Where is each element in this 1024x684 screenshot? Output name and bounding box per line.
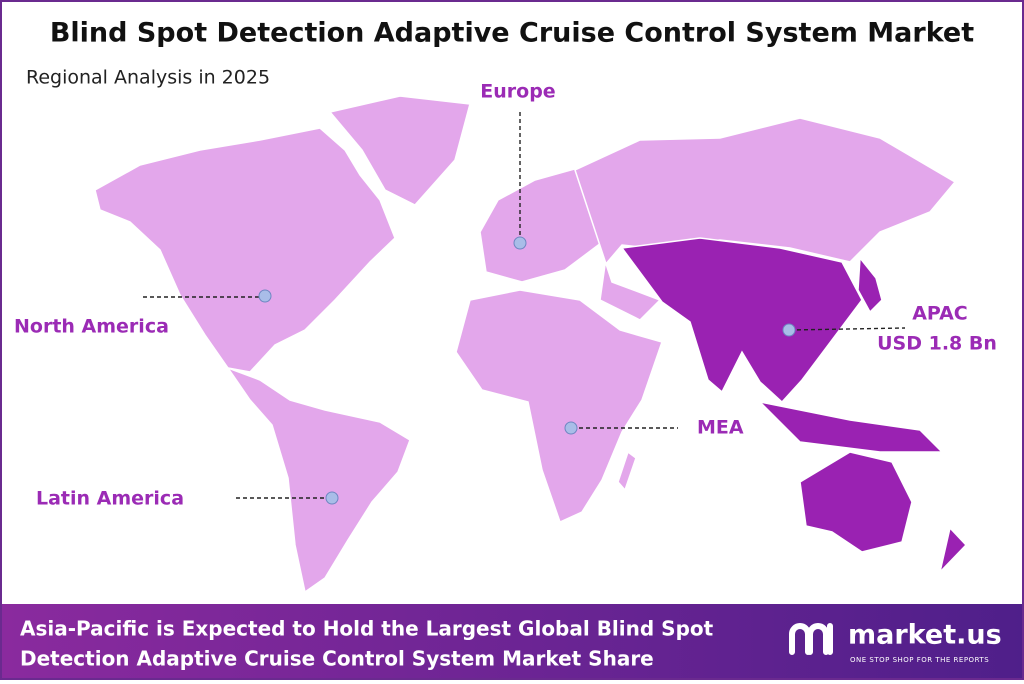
australia [799,451,913,553]
callouts: Europe North America APAC USD 1.8 Bn MEA… [14,81,997,510]
world-map [94,95,968,594]
region-label: Latin America [36,488,184,510]
leader-line [789,327,906,331]
tagline: ONE STOP SHOP FOR THE REPORTS [850,656,989,664]
indonesia [757,400,944,453]
africa [455,289,663,524]
region-label: MEA [697,417,744,439]
footer-band [2,604,1022,678]
marker [782,323,796,337]
footer-text: Detection Adaptive Cruise Control System… [20,647,654,671]
logo: market.us ONE STOP SHOP FOR THE REPORTS [789,620,1002,664]
marker [564,421,578,435]
marker [513,236,527,250]
greenland [328,95,471,206]
title: Blind Spot Detection Adaptive Cruise Con… [50,18,974,49]
north-america [94,127,396,373]
northern-asia [574,117,957,321]
subtitle: Regional Analysis in 2025 [26,67,270,89]
latin-america [226,366,411,594]
region-label: APAC [912,303,968,325]
marker [325,491,339,505]
marker [258,289,272,303]
asia-pacific [620,237,863,404]
region-value: USD 1.8 Bn [877,333,997,355]
new-zealand [938,526,968,575]
region-label: Europe [480,81,555,103]
japan [857,256,883,314]
region-label: North America [14,316,169,338]
brand: market.us [848,620,1002,651]
footer-text: Asia-Pacific is Expected to Hold the Lar… [20,617,714,641]
madagascar [617,450,637,492]
logo-icon [789,623,833,655]
